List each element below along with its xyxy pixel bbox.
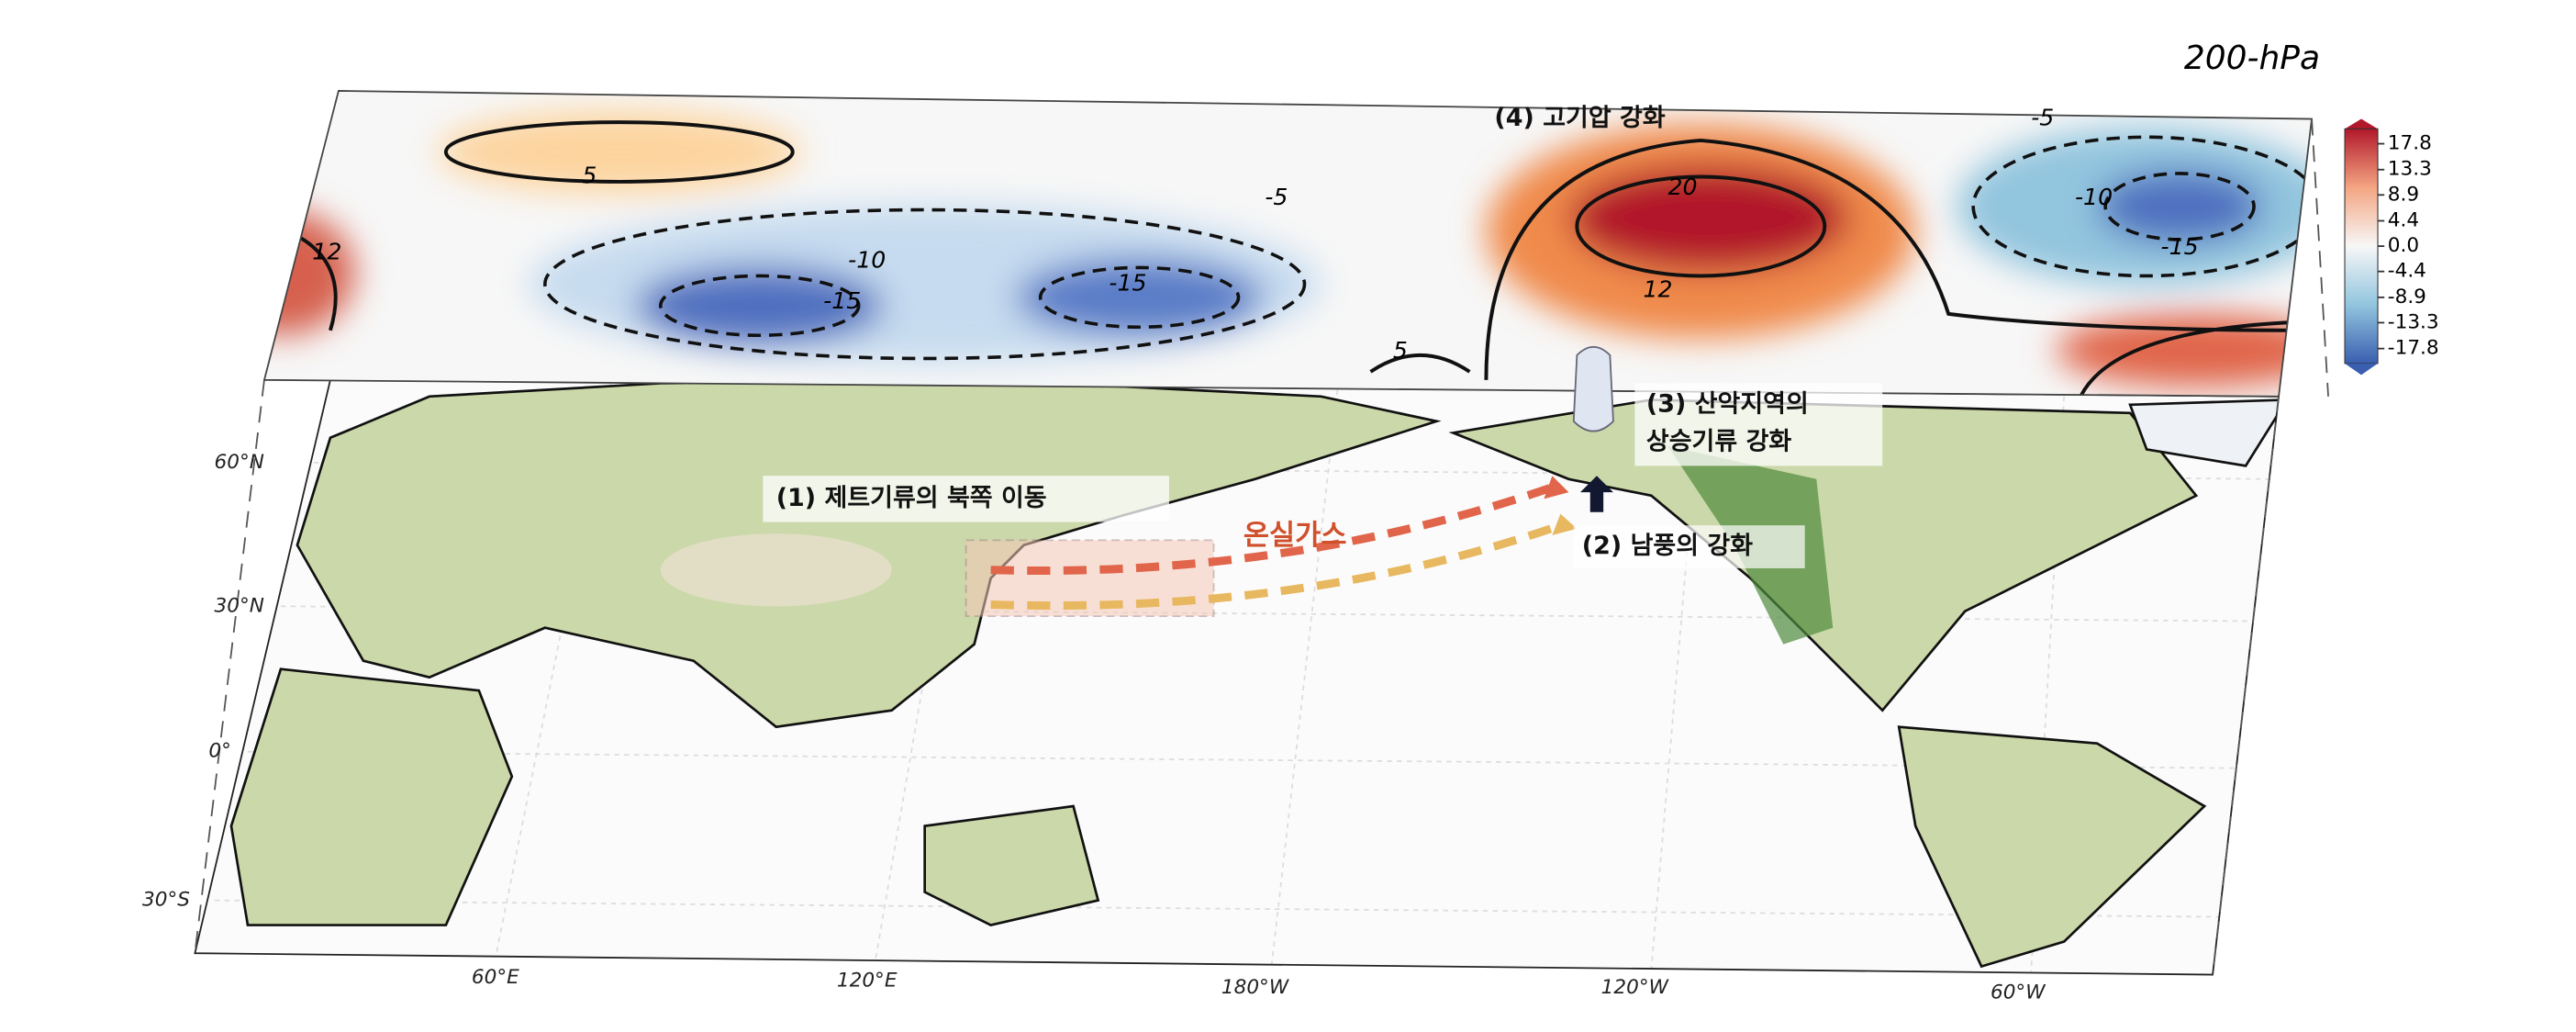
annotation: (1) 제트기류의 북쪽 이동: [776, 484, 1047, 512]
colorbar-tick-label: 4.4: [2388, 209, 2419, 232]
contour-label: 20: [1668, 174, 1698, 200]
latitude-label: 60°N: [215, 451, 264, 474]
contour-label: -15: [2161, 233, 2199, 260]
longitude-label: 120°E: [837, 970, 898, 993]
colorbar-tick-label: -8.9: [2388, 286, 2426, 308]
longitude-label: 60°E: [472, 966, 519, 989]
annotation: 상승기류 강화: [1646, 428, 1791, 456]
contour-label: -5: [2031, 105, 2054, 131]
colorbar-tick-label: 0.0: [2388, 234, 2419, 257]
annotation: (2) 남풍의 강화: [1582, 532, 1753, 560]
colorbar-extend: [2345, 363, 2379, 376]
latitude-label: 0°: [208, 740, 231, 763]
longitude-label: 180°W: [1221, 976, 1290, 999]
colorbar-tick-label: -17.8: [2388, 337, 2439, 360]
contour-label: 12: [1644, 276, 1673, 303]
map-panel: [195, 379, 2280, 975]
level-title: 200-hPa: [2184, 39, 2320, 77]
contour-label: -10: [2075, 184, 2113, 210]
contour-label: 12: [312, 238, 341, 264]
contour-label: -15: [1109, 269, 1146, 296]
colorbar-tick-label: -13.3: [2388, 310, 2439, 333]
colorbar-extend: [2345, 118, 2379, 129]
colorbar-tick-label: -4.4: [2388, 260, 2426, 283]
contour-label: 5: [582, 163, 597, 189]
latitude-label: 30°N: [215, 594, 264, 617]
contour-label: -10: [848, 246, 886, 273]
annotation: (4) 고기압 강화: [1494, 104, 1665, 132]
longitude-label: 120°W: [1601, 976, 1670, 999]
colorbar-tick-label: 17.8: [2388, 132, 2432, 155]
contour-label: 5: [1393, 337, 1408, 364]
colorbar-tick-label: 13.3: [2388, 158, 2432, 181]
colorbar: [2344, 128, 2379, 365]
latitude-label: 30°S: [142, 889, 190, 912]
annotation: 온실가스: [1243, 520, 1347, 552]
contour-label: -5: [1265, 184, 1288, 210]
contour-label: -15: [823, 287, 861, 314]
longitude-label: 60°W: [1991, 981, 2046, 1004]
annotation: (3) 산악지역의: [1646, 389, 1809, 418]
colorbar-tick-label: 8.9: [2388, 183, 2419, 206]
height-anomaly-panel: [263, 90, 2313, 397]
